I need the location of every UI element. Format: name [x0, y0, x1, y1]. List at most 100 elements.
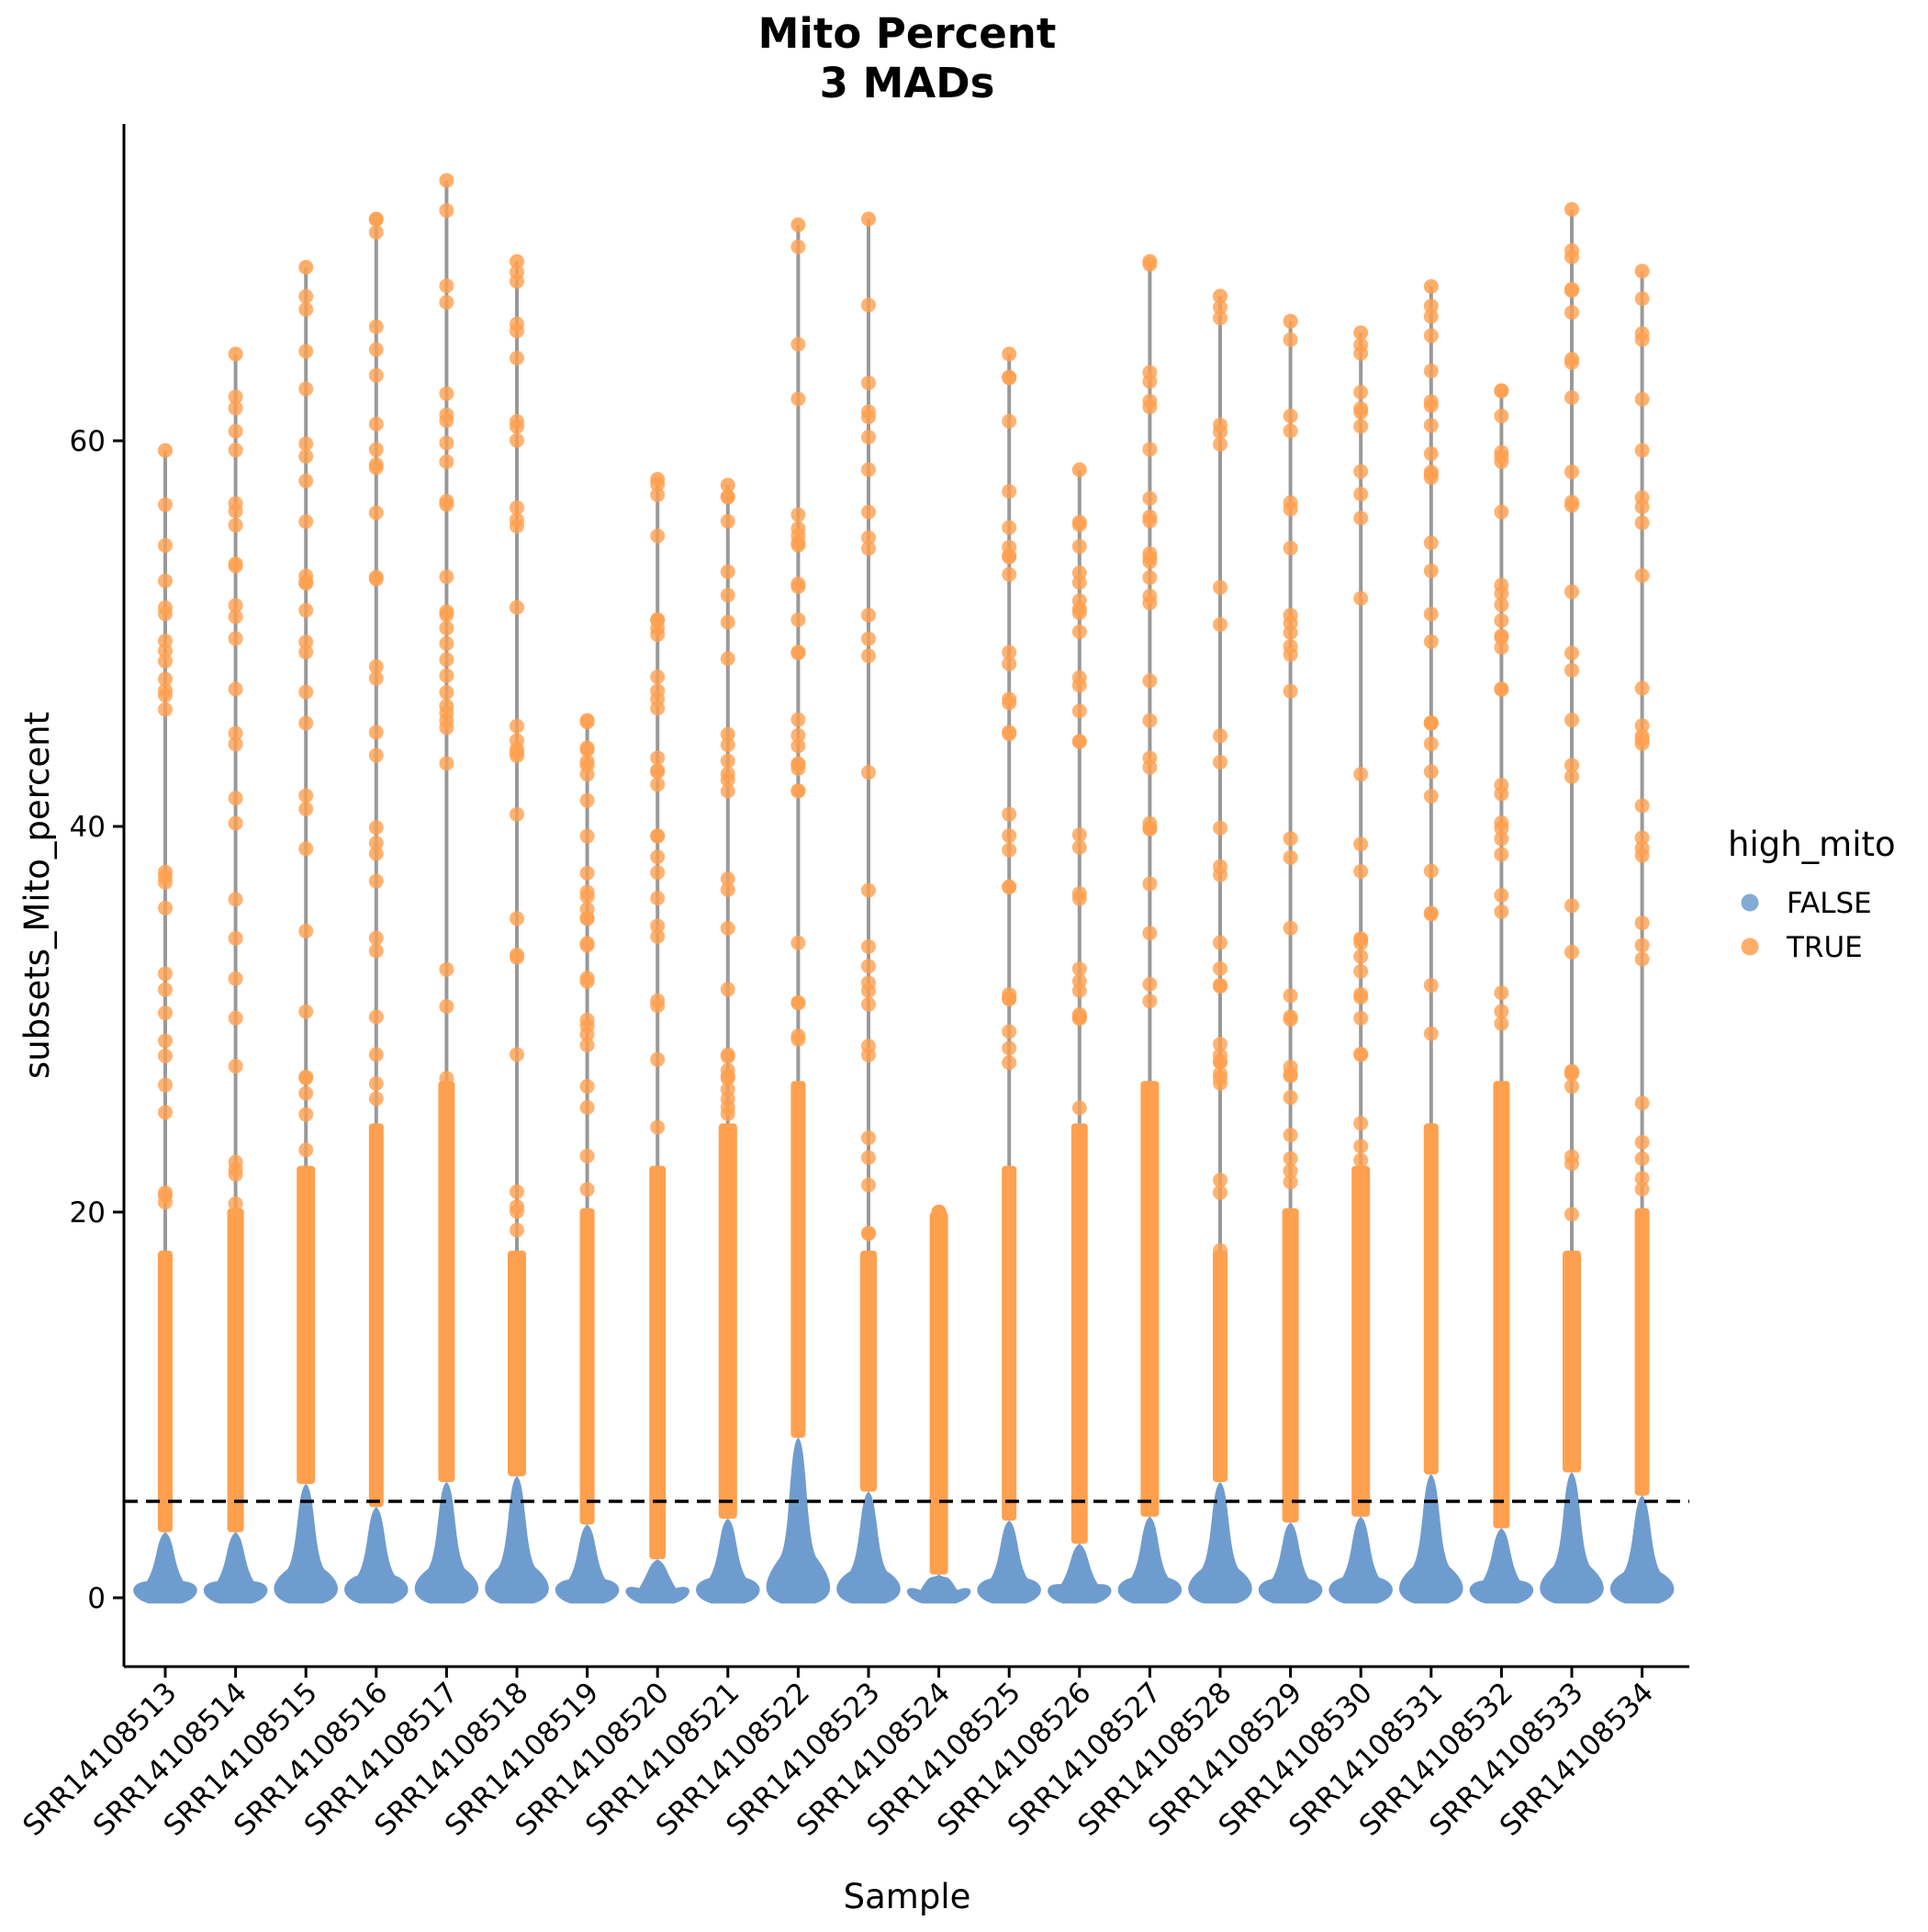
true-band-srr14108526 — [1070, 1123, 1088, 1544]
point-srr14108523 — [861, 530, 876, 545]
point-srr14108523 — [861, 959, 876, 974]
point-srr14108522 — [790, 727, 806, 743]
point-max-srr14108517 — [439, 173, 454, 188]
point-srr14108515 — [298, 923, 314, 938]
point-srr14108521 — [720, 783, 735, 799]
point-srr14108515 — [298, 1085, 314, 1101]
point-srr14108516 — [368, 820, 384, 836]
point-srr14108528 — [1213, 935, 1227, 950]
true-band-srr14108519 — [579, 1208, 595, 1525]
point-srr14108522 — [790, 994, 806, 1010]
point-srr14108531 — [1423, 1026, 1439, 1041]
point-srr14108517 — [439, 621, 454, 636]
point-srr14108528 — [1213, 1242, 1227, 1258]
point-srr14108532 — [1494, 847, 1509, 862]
point-srr14108531 — [1423, 535, 1439, 551]
point-srr14108518 — [510, 1184, 524, 1199]
point-srr14108521 — [720, 614, 735, 630]
true-band-srr14108534 — [1634, 1208, 1650, 1496]
point-srr14108534 — [1634, 1151, 1650, 1166]
point-srr14108527 — [1142, 750, 1158, 766]
point-srr14108513 — [158, 671, 173, 687]
point-srr14108530 — [1353, 464, 1369, 479]
violin-false-srr14108531 — [1399, 1474, 1463, 1604]
point-max-srr14108533 — [1564, 202, 1579, 217]
point-srr14108521 — [720, 651, 735, 667]
point-srr14108521 — [720, 882, 735, 897]
violin-false-srr14108522 — [766, 1437, 831, 1604]
point-srr14108515 — [298, 602, 314, 618]
point-srr14108533 — [1564, 713, 1579, 728]
violin-false-srr14108517 — [414, 1482, 479, 1604]
point-srr14108516 — [368, 846, 384, 861]
point-srr14108532 — [1494, 612, 1509, 628]
point-srr14108516 — [368, 873, 384, 889]
true-band-srr14108522 — [790, 1081, 806, 1438]
point-srr14108520 — [650, 612, 666, 627]
point-srr14108529 — [1283, 1009, 1298, 1025]
point-max-srr14108534 — [1634, 264, 1650, 279]
point-srr14108515 — [298, 381, 314, 397]
point-srr14108529 — [1283, 408, 1298, 423]
legend: high_mito FALSE TRUE — [1728, 825, 1896, 964]
point-srr14108532 — [1494, 831, 1509, 847]
point-srr14108531 — [1423, 394, 1439, 410]
point-srr14108531 — [1423, 715, 1439, 731]
point-srr14108513 — [158, 966, 173, 982]
point-srr14108528 — [1213, 617, 1227, 633]
point-srr14108523 — [861, 1039, 876, 1054]
point-srr14108525 — [1002, 1055, 1017, 1071]
point-srr14108513 — [158, 654, 173, 669]
true-points-srr14108521 — [720, 477, 735, 1121]
point-srr14108522 — [790, 336, 806, 352]
point-srr14108530 — [1353, 385, 1369, 400]
point-srr14108514 — [228, 725, 243, 741]
violin-false-srr14108529 — [1258, 1522, 1323, 1604]
point-srr14108530 — [1353, 1139, 1369, 1154]
point-srr14108514 — [228, 503, 243, 519]
point-srr14108521 — [720, 1091, 735, 1106]
true-points-srr14108524 — [931, 1205, 947, 1219]
y-tick-label: 0 — [87, 1582, 106, 1615]
point-srr14108530 — [1353, 990, 1369, 1005]
point-srr14108531 — [1423, 563, 1439, 578]
point-max-srr14108516 — [368, 211, 384, 227]
point-srr14108532 — [1494, 630, 1509, 646]
point-srr14108522 — [790, 757, 806, 772]
point-srr14108534 — [1634, 938, 1650, 953]
point-srr14108517 — [439, 652, 454, 668]
point-srr14108514 — [228, 556, 243, 572]
point-srr14108522 — [790, 239, 806, 254]
point-srr14108513 — [158, 1077, 173, 1093]
point-srr14108532 — [1494, 409, 1509, 424]
point-srr14108531 — [1423, 298, 1439, 314]
point-srr14108527 — [1142, 821, 1158, 837]
point-srr14108517 — [439, 1071, 454, 1086]
point-srr14108517 — [439, 413, 454, 429]
point-srr14108527 — [1142, 442, 1158, 457]
point-srr14108528 — [1213, 960, 1227, 976]
point-srr14108526 — [1071, 734, 1087, 749]
point-srr14108518 — [510, 274, 524, 289]
point-srr14108528 — [1213, 728, 1227, 744]
true-band-srr14108517 — [438, 1081, 455, 1482]
point-srr14108522 — [790, 645, 806, 660]
point-srr14108525 — [1002, 879, 1017, 894]
point-srr14108515 — [298, 343, 314, 359]
point-srr14108534 — [1634, 848, 1650, 863]
point-srr14108515 — [298, 449, 314, 465]
point-srr14108526 — [1071, 514, 1087, 530]
point-srr14108529 — [1283, 501, 1298, 517]
point-srr14108520 — [650, 865, 666, 881]
point-srr14108523 — [861, 1225, 876, 1241]
point-srr14108516 — [368, 569, 384, 585]
point-srr14108533 — [1564, 584, 1579, 600]
true-band-srr14108528 — [1213, 1251, 1227, 1482]
point-srr14108522 — [790, 507, 806, 522]
point-srr14108534 — [1634, 1095, 1650, 1111]
point-srr14108523 — [861, 765, 876, 781]
point-srr14108526 — [1071, 703, 1087, 719]
point-max-srr14108528 — [1213, 288, 1227, 304]
point-srr14108527 — [1142, 876, 1158, 892]
point-srr14108532 — [1494, 454, 1509, 469]
